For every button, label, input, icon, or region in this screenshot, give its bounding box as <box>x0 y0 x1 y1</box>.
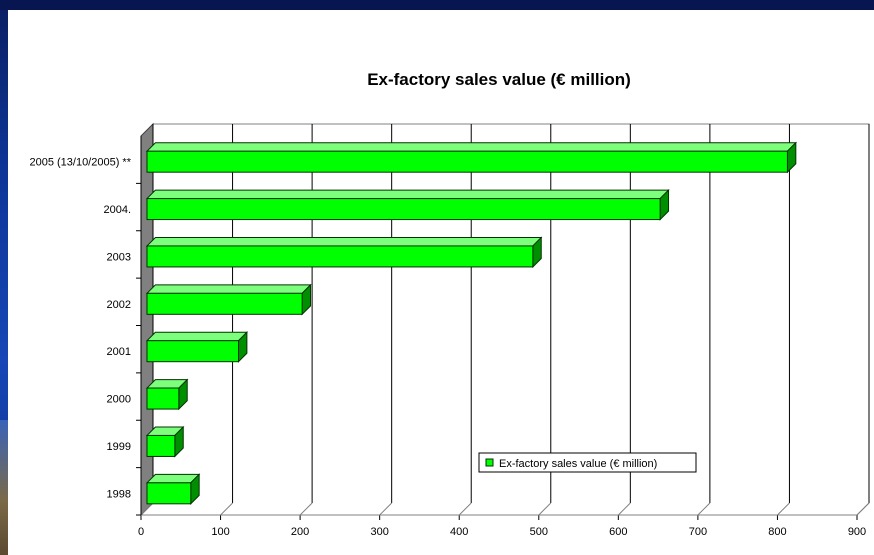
legend-swatch <box>485 458 494 467</box>
y-tick-label: 2001 <box>107 346 131 358</box>
floor-gridline <box>856 502 870 516</box>
x-tick-label: 700 <box>689 526 707 538</box>
y-tick-label: 2004. <box>103 204 131 216</box>
floor-gridline <box>617 502 631 516</box>
y-tick-label: 2002 <box>107 299 131 311</box>
chart-panel: Ex-factory sales value (€ million) 0 100 2… <box>8 10 874 555</box>
floor-gridline <box>220 502 233 516</box>
bar <box>146 292 303 315</box>
floor-gridline <box>299 502 313 516</box>
bar-top-face <box>145 142 798 152</box>
x-tick-label: 0 <box>138 526 144 538</box>
x-tick-label: 200 <box>291 526 309 538</box>
x-tick-label: 600 <box>609 526 627 538</box>
bar <box>146 387 180 410</box>
x-tick-label: 300 <box>370 526 388 538</box>
chart-title: Ex-factory sales value (€ million) <box>367 70 631 89</box>
bar-top-face <box>145 284 312 294</box>
slide-top-band <box>0 0 874 10</box>
floor-gridline <box>777 502 790 516</box>
bar <box>146 150 788 173</box>
bar-chart: Ex-factory sales value (€ million) 0 100 2… <box>29 70 870 538</box>
legend-entry: Ex-factory sales value (€ million) <box>499 458 657 470</box>
bar <box>146 245 534 268</box>
floor-gridline <box>140 502 154 516</box>
bar-top-face <box>145 237 543 247</box>
y-tick-label: 1998 <box>107 488 131 500</box>
y-tick-label: 2003 <box>107 251 131 263</box>
x-tick-label: 900 <box>848 526 866 538</box>
bar <box>146 198 661 221</box>
y-tick-label: 1999 <box>107 441 131 453</box>
floor-gridline <box>538 502 552 516</box>
floor-gridline <box>379 502 393 516</box>
y-tick-label: 2005 (13/10/2005) ** <box>29 157 131 169</box>
x-tick-label: 800 <box>768 526 786 538</box>
bar-top-face <box>145 331 249 342</box>
y-tick-label: 2000 <box>107 394 131 406</box>
legend-box <box>478 452 697 473</box>
bar <box>146 482 192 505</box>
chart-legend: Ex-factory sales value (€ million) <box>478 452 697 473</box>
x-tick-label: 500 <box>530 526 548 538</box>
x-tick-label: 100 <box>211 526 229 538</box>
floor-gridline <box>458 502 472 516</box>
bar-top-face <box>145 189 670 200</box>
bar <box>146 434 176 457</box>
plot-area: 0 100 200 300 400 500 600 700 800 900 2005 (13/10/… <box>29 122 870 538</box>
bar <box>146 340 239 363</box>
x-tick-label: 400 <box>450 526 468 538</box>
floor-gridline <box>697 502 711 516</box>
